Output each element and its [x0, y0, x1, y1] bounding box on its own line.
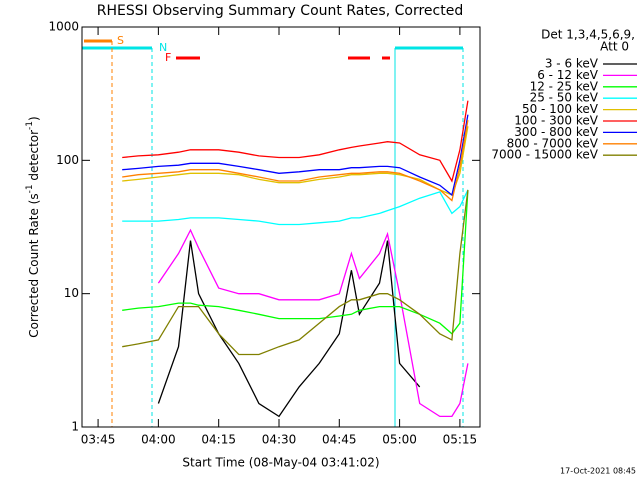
series-line [122, 114, 469, 197]
y-axis-label: Corrected Count Rate (s-1 detector-1) [25, 116, 41, 337]
y-label-sup: -1 [25, 184, 35, 193]
plot-frame [81, 26, 481, 428]
x-axis-label: Start Time (08-May-04 03:41:02) [182, 456, 379, 470]
series-line [122, 120, 469, 202]
x-tick-label: 05:00 [382, 433, 417, 447]
legend-label: 100 - 300 keV [514, 114, 598, 128]
series-line [122, 189, 469, 335]
x-tick-label: 03:45 [81, 433, 116, 447]
y-tick-label: 10 [64, 286, 79, 300]
timestamp: 17-Oct-2021 08:45 [560, 467, 636, 476]
plot [122, 100, 469, 418]
series-line [157, 228, 469, 418]
legend-label: 50 - 100 keV [522, 102, 599, 116]
annotation: F [165, 51, 171, 64]
x-tick-label: 04:15 [201, 433, 236, 447]
legend-label: 12 - 25 keV [530, 79, 599, 93]
y-label-part: Corrected Count Rate (s [27, 193, 41, 337]
x-tick-label: 04:30 [262, 433, 297, 447]
series-line [122, 126, 469, 196]
legend-label: 3 - 6 keV [545, 57, 599, 71]
y-tick-label: 1000 [48, 20, 79, 34]
y-tick-label: 1 [71, 420, 79, 434]
y-label-part: ) [27, 116, 41, 121]
series-line [122, 100, 469, 183]
x-tick-label: 05:15 [443, 433, 478, 447]
legend-title: Det 1,3,4,5,6,9, [541, 28, 635, 42]
legend-title: Att 0 [600, 40, 629, 54]
series-line [122, 189, 469, 226]
x-tick-label: 04:00 [141, 433, 176, 447]
y-label-sup: -1 [25, 121, 35, 130]
x-tick-label: 04:45 [322, 433, 357, 447]
time-bars [82, 39, 464, 427]
y-label-part: detector [27, 130, 41, 185]
series-line [157, 240, 421, 418]
annotation: N [159, 41, 167, 54]
legend-label: 6 - 12 keV [537, 68, 599, 82]
legend-label: 25 - 50 keV [530, 91, 599, 105]
legend-label: 300 - 800 keV [514, 125, 598, 139]
chart-title: RHESSI Observing Summary Count Rates, Co… [97, 3, 463, 19]
series-line [122, 189, 469, 356]
y-tick-label: 100 [56, 153, 79, 167]
legend-label: 800 - 7000 keV [507, 136, 599, 150]
annotation: S [117, 34, 124, 47]
legend-label: 7000 - 15000 keV [491, 148, 598, 162]
